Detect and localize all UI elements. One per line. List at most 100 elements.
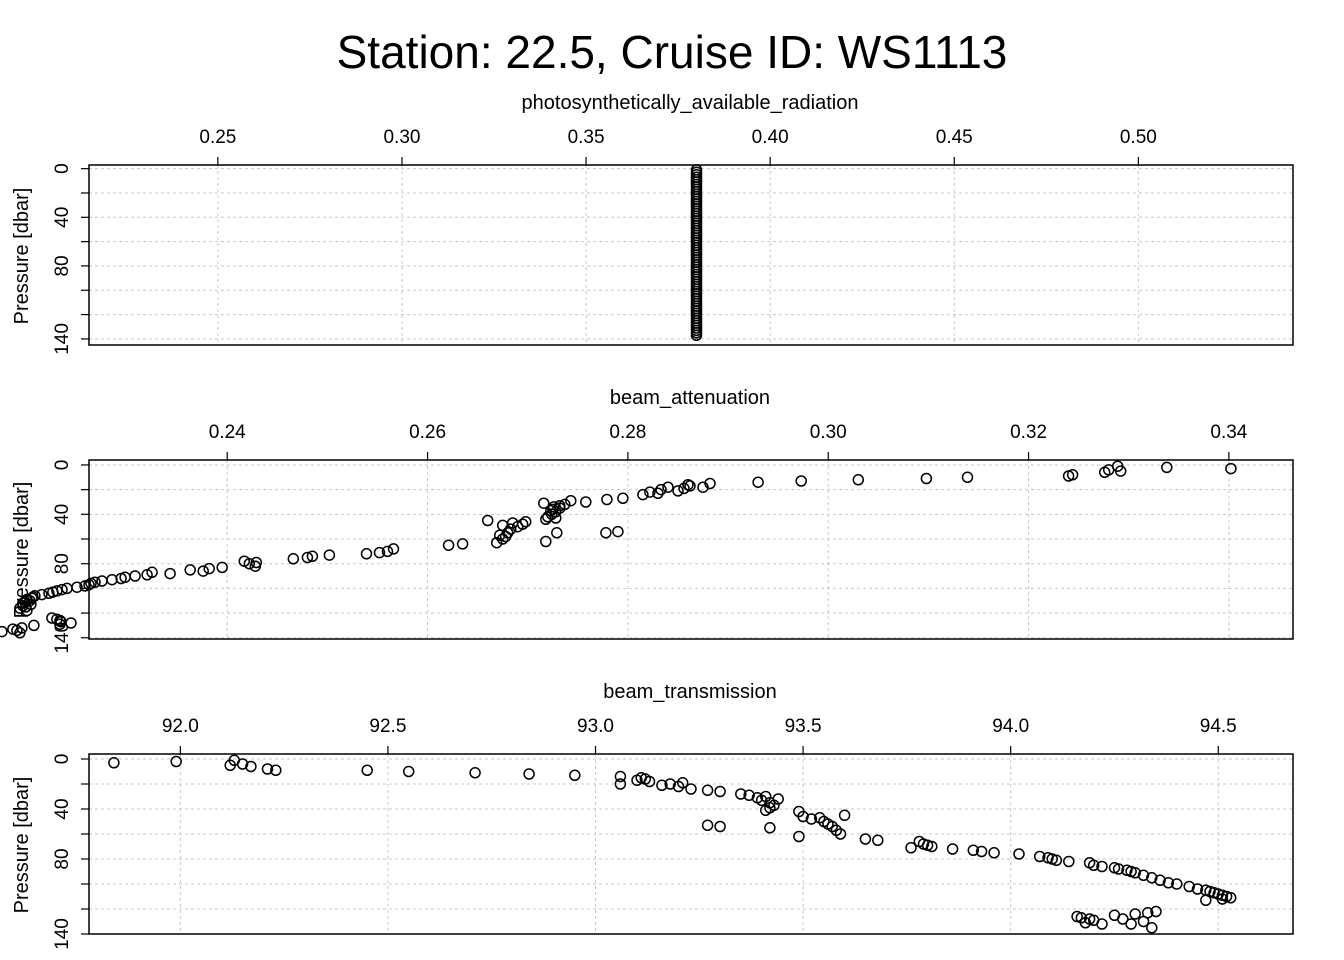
data-point [1225, 462, 1237, 475]
data-point [797, 810, 809, 823]
data-point [743, 789, 755, 802]
data-point [714, 785, 726, 798]
data-point [795, 475, 807, 487]
data-point [905, 842, 917, 854]
data-point [685, 783, 697, 795]
y-tick-label: 0 [52, 460, 73, 471]
data-point [1079, 917, 1092, 929]
data-point [26, 592, 38, 605]
data-point [540, 535, 552, 548]
x-tick-label: 0.26 [409, 422, 446, 443]
data-point [1114, 465, 1127, 477]
data-point [735, 788, 747, 800]
x-tick-label: 92.5 [369, 716, 406, 737]
data-point [697, 481, 709, 493]
data-point [961, 471, 974, 484]
data-point [601, 493, 613, 506]
panel-title-beam-attenuation: beam_attenuation [610, 387, 770, 409]
data-point [872, 834, 884, 847]
data-point [1146, 872, 1158, 884]
data-point [1087, 859, 1100, 872]
panel-title-par: photosynthetically_available_radiation [522, 92, 859, 114]
data-point [387, 543, 400, 555]
data-point [655, 483, 667, 496]
data-point [664, 778, 676, 790]
data-point [79, 580, 91, 592]
data-point [678, 482, 690, 495]
data-point [759, 804, 772, 817]
y-tick-label: 140 [52, 918, 73, 950]
data-point [496, 519, 509, 532]
data-point [834, 828, 847, 840]
data-point [1216, 893, 1229, 905]
data-point [1200, 894, 1212, 907]
data-point [612, 525, 624, 538]
plot-frame-beam-transmission [88, 753, 1294, 935]
x-tick-label: 0.24 [209, 422, 246, 443]
y-axis-label-par: Pressure [dbar] [11, 188, 33, 325]
data-point [764, 822, 776, 834]
x-tick-label: 93.0 [577, 716, 614, 737]
x-tick-label: 0.34 [1210, 422, 1247, 443]
data-points-par [690, 164, 703, 342]
panel-beam-attenuation: beam_attenuation Pressure [dbar] 0.24 0.2… [0, 387, 1294, 654]
x-tick-label: 0.40 [752, 127, 789, 148]
data-point [1150, 905, 1162, 918]
data-point [1033, 850, 1046, 863]
data-point [643, 775, 656, 788]
data-point [793, 830, 805, 843]
data-point [0, 625, 8, 638]
data-point [108, 757, 120, 769]
data-points-beam-attenuation [0, 460, 1237, 639]
data-point [672, 485, 684, 497]
panel-beam-transmission: beam_transmission Pressure [dbar] 92.0 92… [11, 681, 1294, 950]
data-point [540, 513, 552, 526]
data-point [402, 765, 415, 778]
panel-par: photosynthetically_available_radiation P… [11, 92, 1294, 355]
data-point [469, 767, 481, 779]
data-point [216, 561, 228, 574]
data-point [752, 476, 764, 488]
data-point [14, 627, 26, 639]
x-tick-label: 0.45 [936, 127, 973, 148]
data-point [43, 587, 55, 600]
data-point [701, 784, 714, 797]
data-point [1183, 880, 1195, 893]
data-point [224, 759, 236, 772]
data-point [682, 478, 694, 491]
data-point [21, 604, 33, 617]
data-point [920, 472, 933, 485]
data-point [184, 564, 196, 576]
grid-beam-attenuation [89, 460, 1293, 639]
data-point [637, 488, 649, 501]
data-point [1096, 860, 1108, 873]
data-point [676, 777, 689, 789]
data-point [360, 548, 373, 560]
y-tick-label: 0 [52, 754, 73, 765]
x-tick-label: 0.30 [383, 127, 420, 148]
data-point [14, 602, 26, 614]
x-tick-label: 0.50 [1120, 127, 1157, 148]
y-axis-label-beam-transmission: Pressure [dbar] [11, 777, 33, 914]
data-point [946, 843, 959, 855]
data-point [614, 778, 627, 790]
data-point [203, 562, 215, 575]
data-point [1098, 466, 1111, 479]
data-point [243, 557, 256, 570]
data-point [236, 758, 249, 770]
data-point [975, 845, 988, 858]
data-point [652, 487, 664, 500]
x-tick-label: 94.5 [1200, 716, 1237, 737]
data-point [249, 560, 262, 572]
grid-beam-transmission [89, 754, 1293, 935]
data-point [170, 755, 182, 768]
y-tick-label: 80 [52, 255, 73, 276]
x-tick-label: 0.35 [568, 127, 605, 148]
data-point [569, 769, 581, 782]
data-point [85, 577, 97, 590]
data-point [1013, 848, 1025, 860]
data-point [1154, 874, 1166, 887]
data-point [704, 477, 716, 490]
data-point [129, 570, 141, 582]
